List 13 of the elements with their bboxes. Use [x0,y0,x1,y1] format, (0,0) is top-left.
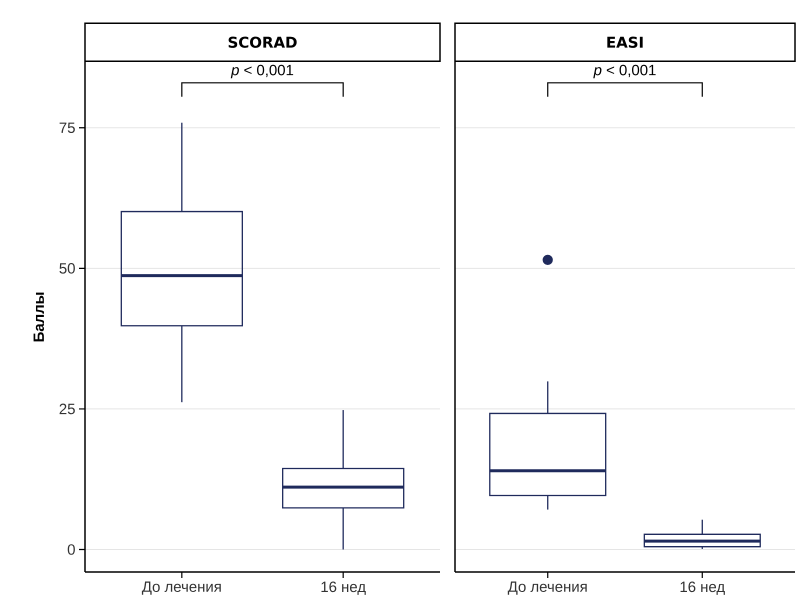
y-tick-label: 50 [59,263,75,274]
x-tick-label: До лечения [142,582,221,595]
x-tick-label: До лечения [508,582,587,595]
y-axis-title: Баллы [34,292,44,342]
x-tick-label: 16 нед [321,582,366,595]
y-tick-label: 0 [68,544,75,555]
chart-title: SCORAD [228,36,297,48]
y-tick-label: 75 [60,122,75,133]
annotation: p < 0,001 [593,64,656,78]
chart-title: EASI [607,36,643,48]
annotation: p < 0,001 [230,64,294,78]
x-tick-label: 16 нед [680,582,725,595]
y-tick-label: 25 [60,404,75,414]
